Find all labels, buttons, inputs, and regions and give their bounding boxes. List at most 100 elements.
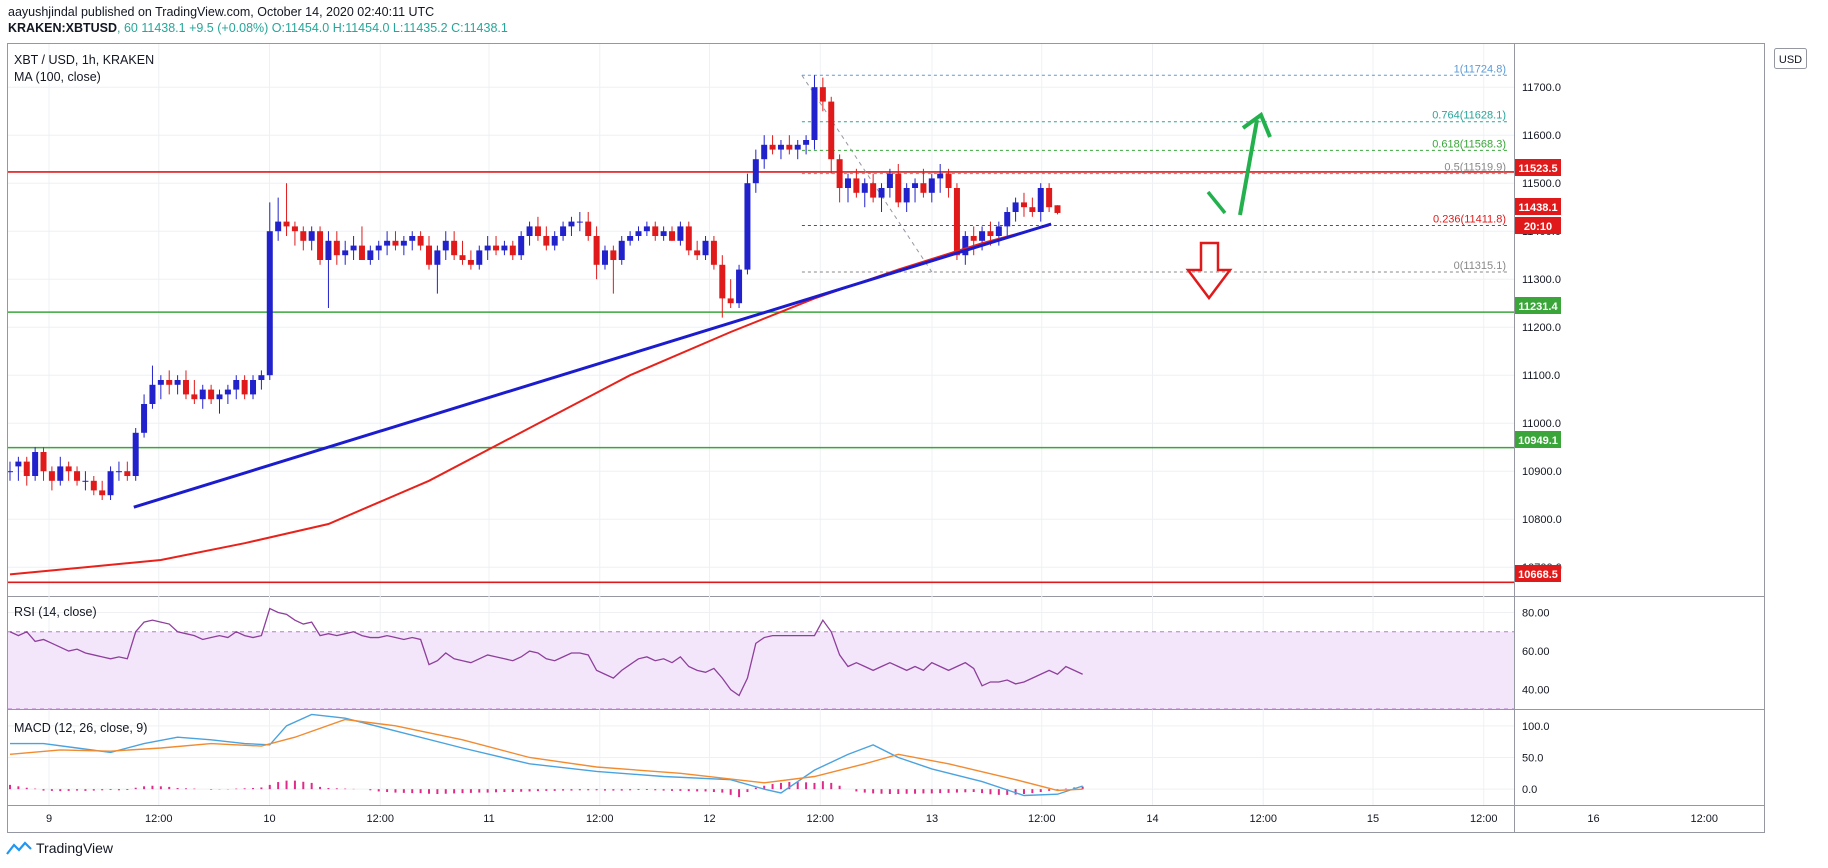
time-tick-label: 11 — [483, 813, 494, 825]
macd-line — [10, 713, 1083, 797]
candle-body — [995, 226, 1002, 236]
price-label-text: 11523.5 — [1518, 163, 1557, 175]
time-tick-label: 12:00 — [586, 813, 614, 825]
candle-body — [266, 231, 273, 376]
candle — [601, 245, 608, 270]
trendline[interactable] — [133, 222, 1052, 509]
candle — [233, 375, 240, 400]
macd-series — [9, 713, 1084, 798]
price-label-box — [1515, 297, 1561, 314]
candle — [534, 216, 541, 241]
candle — [1029, 197, 1036, 217]
candle — [903, 183, 910, 212]
candle-body — [593, 236, 600, 265]
candle — [803, 135, 810, 155]
candle — [149, 365, 156, 409]
currency-label: USD — [1779, 54, 1802, 66]
candle — [593, 226, 600, 280]
candle-body — [895, 173, 902, 203]
price-label-text: 20:10 — [1524, 221, 1552, 233]
candle — [283, 183, 290, 236]
brand-footer[interactable]: TradingView — [6, 840, 113, 856]
candle — [317, 226, 324, 265]
candle — [15, 456, 22, 481]
candle — [744, 173, 751, 275]
candle-body — [417, 236, 424, 246]
candle — [853, 168, 860, 198]
candle-body — [903, 188, 910, 203]
candle-body — [90, 480, 97, 491]
time-tick-label: 12:00 — [1249, 813, 1277, 825]
candle — [627, 231, 634, 246]
candle-body — [861, 183, 868, 193]
candle — [912, 178, 919, 203]
candle — [90, 476, 97, 496]
candle — [40, 447, 47, 481]
ma-legend: MA (100, close) — [14, 70, 101, 84]
candle-body — [534, 226, 541, 236]
candle-body — [375, 245, 382, 251]
candle-body — [878, 188, 885, 198]
candle-body — [384, 240, 391, 246]
candle — [99, 480, 106, 500]
time-axis[interactable]: 9 12:00 10 12:00 11 12:00 12 12:00 13 12:00 14 12:0… — [46, 813, 1718, 825]
symbol-name: KRAKEN:XBTUSD — [8, 21, 118, 35]
candle — [400, 236, 407, 256]
candle-body — [224, 389, 231, 395]
candle-body — [736, 269, 743, 304]
candle — [250, 375, 257, 400]
candle-body — [786, 144, 793, 150]
candle — [652, 221, 659, 241]
candle-body — [886, 173, 893, 188]
candle — [953, 183, 960, 260]
candle — [451, 231, 458, 260]
time-tick-label: 12:00 — [1470, 813, 1498, 825]
horizontal-levels — [8, 171, 1514, 584]
chart-frame — [7, 43, 1765, 833]
candle-body — [317, 231, 324, 260]
candle-body — [518, 236, 525, 256]
candle-body — [467, 260, 474, 265]
candle — [710, 236, 717, 270]
candle-body — [761, 144, 768, 160]
candle-body — [250, 380, 257, 395]
author-name[interactable]: aayushjindal — [8, 5, 78, 19]
candle-body — [199, 389, 206, 400]
candle-body — [1037, 188, 1044, 212]
candle — [241, 375, 248, 400]
candle-body — [635, 231, 642, 236]
candle — [794, 140, 801, 160]
candle-body — [157, 380, 164, 385]
candle-body — [853, 178, 860, 193]
candle — [811, 75, 818, 150]
candle-body — [987, 231, 994, 236]
candle — [476, 245, 483, 270]
price-tick-label: 11000.0 — [1522, 418, 1561, 430]
time-tick-label: 12:00 — [366, 813, 394, 825]
candle — [1037, 183, 1044, 222]
candle-body — [819, 87, 826, 102]
candle — [761, 135, 768, 169]
candle — [635, 226, 642, 241]
candle-body — [1012, 202, 1019, 212]
candle — [275, 197, 282, 241]
candle — [350, 236, 357, 260]
candle-body — [216, 394, 223, 400]
candle-body — [275, 221, 282, 232]
candle-body — [367, 250, 374, 260]
candle-body — [99, 490, 106, 496]
currency-button[interactable]: USD — [1774, 48, 1807, 69]
price-axis-labels: 11523.5 11438.1 20:10 11231.4 10949.1 10668.5 — [1515, 159, 1561, 582]
time-tick-label: 12:00 — [806, 813, 834, 825]
candle-body — [442, 240, 449, 251]
price-tick-label: 11300.0 — [1522, 274, 1561, 286]
symbol-header: KRAKEN:XBTUSD, 60 11438.1 +9.5 (+0.08%) … — [8, 21, 508, 35]
candle-body — [451, 240, 458, 256]
candle — [560, 221, 567, 241]
price-label-text: 10668.5 — [1518, 569, 1558, 581]
signal-line — [9, 718, 1083, 792]
candle — [216, 389, 223, 414]
main-legend-title: XBT / USD, 1h, KRAKEN — [14, 53, 154, 67]
candle-body — [727, 298, 734, 304]
